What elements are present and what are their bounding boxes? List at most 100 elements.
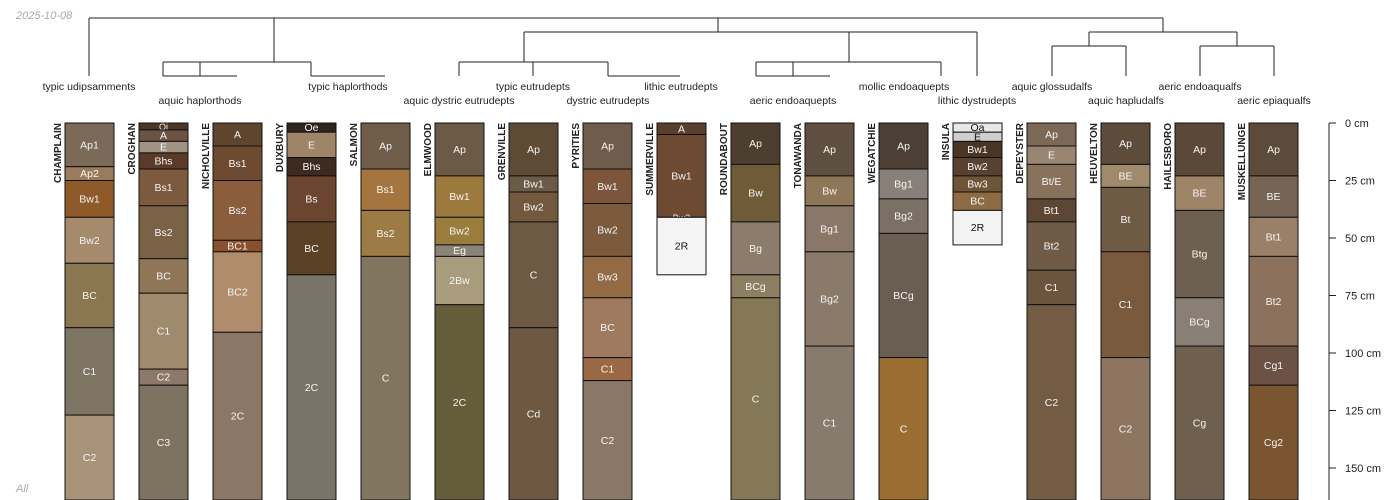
horizon-label: BC2 [227, 287, 248, 299]
horizon-label: BC [156, 270, 171, 282]
horizon-label: BC [600, 322, 615, 334]
horizon-label: Bw3 [597, 272, 618, 284]
horizon [138, 205, 189, 260]
horizon-label: 2R [675, 241, 689, 253]
profile-duxbury: DUXBURY Oe E Bhs Bs BC 2C [275, 122, 337, 500]
horizon-label: Oe [304, 122, 318, 134]
dendrogram [88, 17, 1275, 77]
horizon-label: BE [1118, 170, 1132, 182]
horizon [804, 175, 855, 207]
horizon-label: Bg1 [820, 223, 839, 235]
taxonomy-label: dystric eutrudepts [567, 95, 650, 107]
horizon-label: Bs2 [154, 227, 172, 239]
horizon [1248, 384, 1299, 500]
horizon-label: Bt2 [1266, 296, 1282, 308]
horizon [64, 122, 115, 168]
horizon [508, 122, 559, 177]
profile-pyrities: PYRITIES Ap Bw1 Bw2 Bw3 BC C1 C2 [571, 122, 633, 500]
horizon-label: C1 [157, 326, 171, 338]
horizon [1174, 345, 1225, 500]
horizon [212, 145, 263, 181]
horizon [64, 216, 115, 264]
profile-name: WEGATCHIE [867, 123, 878, 184]
group-label: All [15, 483, 29, 495]
horizon [582, 380, 633, 500]
axis-tick-label: 0 cm [1345, 118, 1369, 130]
horizon-label: 2C [305, 382, 319, 394]
horizon-label: Ap [453, 144, 466, 156]
horizon-label: Bs2 [228, 205, 246, 217]
horizon [138, 292, 189, 370]
horizon-label: Bg [749, 243, 762, 255]
depth-axis: 0 cm 25 cm 50 cm 75 cm 100 cm 125 cm 150 cm [1328, 118, 1381, 500]
horizon [360, 168, 411, 211]
horizon-label: Bw1 [523, 178, 544, 190]
horizon-label: C [900, 423, 908, 435]
horizon [804, 205, 855, 253]
horizon-label: Oi [159, 122, 168, 132]
horizon-label: E [160, 142, 167, 154]
horizon-label: Bw1 [671, 170, 692, 182]
profile-tonawanda: TONAWANDA Ap Bw Bg1 Bg2 C1 [793, 122, 855, 500]
axis-tick-label: 75 cm [1345, 291, 1375, 303]
horizon-label: Bw2 [523, 201, 544, 213]
dendro-spodic-branch [162, 18, 385, 77]
profile-heuvelton: HEUVELTON Ap BE Bt C1 C2 [1089, 122, 1151, 500]
horizon [434, 255, 485, 306]
axis-tick-label: 25 cm [1345, 176, 1375, 188]
horizon-label: C3 [157, 437, 171, 449]
horizon-label: 2C [453, 397, 467, 409]
horizon-label: Ap [749, 138, 762, 150]
horizon [1248, 255, 1299, 347]
horizon-label: Bw1 [79, 193, 100, 205]
horizon-label: BE [1192, 188, 1206, 200]
horizon-label: Bt1 [1266, 231, 1282, 243]
horizon-label: A [160, 130, 167, 142]
date-stamp: 2025-10-08 [15, 10, 73, 22]
horizon-label: C2 [1045, 397, 1059, 409]
horizon [286, 221, 337, 276]
horizon-label: Bt [1121, 214, 1131, 226]
horizon-label: Bw [748, 188, 763, 200]
horizon [286, 131, 337, 158]
profile-name: CHAMPLAIN [53, 123, 64, 183]
horizon [1100, 251, 1151, 359]
horizon-label: Bhs [302, 161, 320, 173]
profile-name: DUXBURY [275, 123, 286, 172]
horizon-label: A [678, 123, 685, 135]
horizon [878, 198, 929, 234]
taxonomy-label: aeric endoaqualfs [1159, 81, 1242, 93]
horizon [508, 221, 559, 329]
horizon-label: C1 [601, 364, 615, 376]
taxonomy-label: aeric endoaquepts [750, 95, 836, 107]
horizon-label: C1 [1045, 282, 1059, 294]
taxonomy-label: aquic dystric eutrudepts [404, 95, 515, 107]
horizon-label: Bs [305, 193, 317, 205]
taxonomy-label: typic eutrudepts [496, 81, 570, 93]
horizon-label: Bt2 [1044, 241, 1060, 253]
horizon [1174, 175, 1225, 211]
horizon [138, 384, 189, 500]
horizon [582, 122, 633, 170]
profile-summerville: SUMMERVILLEABw1Bw22R [645, 122, 707, 276]
horizon [582, 203, 633, 257]
horizon [878, 232, 929, 359]
profile-elmwood: ELMWOOD Ap Bw1 Bw2 Eg 2Bw 2C [423, 122, 485, 500]
horizon-label: Cg1 [1264, 360, 1283, 372]
horizon-label: Ap [379, 141, 392, 153]
horizon-label: BC [970, 196, 985, 208]
horizon-label: Ap [897, 141, 910, 153]
profile-champlain: CHAMPLAIN Ap1 Ap2 Bw1 Bw2 BC C1 C2 [53, 122, 115, 500]
dendro-eutrudept-branch [458, 31, 978, 77]
profile-name: ROUNDABOUT [719, 123, 730, 195]
profile-name: ELMWOOD [423, 123, 434, 176]
horizon [212, 331, 263, 500]
horizon-label: Ap [1267, 144, 1280, 156]
axis-tick-label: 125 cm [1345, 406, 1381, 418]
horizon-label: C2 [157, 372, 171, 384]
taxonomy-label: aquic hapludalfs [1088, 95, 1164, 107]
horizon [1100, 357, 1151, 500]
horizon-label: Ap [1193, 144, 1206, 156]
